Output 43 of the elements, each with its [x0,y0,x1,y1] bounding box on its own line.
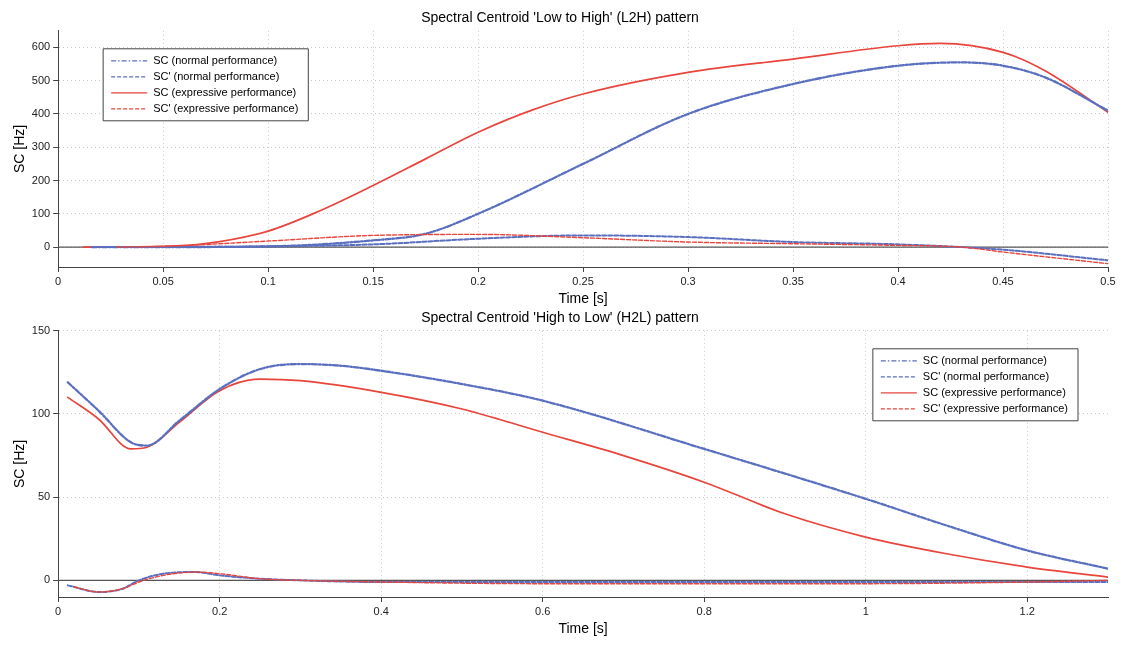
y-tick-label: 100 [31,407,51,420]
x-tick-label: 0.15 [362,274,384,287]
x-axis-title: Time [s] [558,620,608,637]
x-tick-label: 0.35 [782,274,804,287]
y-tick-label: 600 [31,40,51,53]
legend-label: SC (normal performance) [922,353,1047,366]
x-axis-title: Time [s] [558,290,608,307]
x-tick-label: 0.05 [152,274,174,287]
legend-label: SC (normal performance) [153,53,278,66]
x-tick-label: 1.2 [1019,604,1035,617]
chart-title: Spectral Centroid 'High to Low' (H2L) pattern [421,309,699,326]
x-tick-label: 0.4 [890,274,906,287]
x-tick-label: 0.8 [696,604,712,617]
y-tick-label: 0 [44,573,51,586]
x-tick-label: 1 [862,604,869,617]
x-tick-label: 0 [55,604,62,617]
legend-label: SC' (expressive performance) [153,101,299,114]
y-axis-title: SC [Hz] [11,124,28,174]
y-tick-label: 50 [37,490,51,503]
x-tick-label: 0.3 [680,274,696,287]
y-tick-label: 200 [31,173,51,186]
x-tick-label: 0.1 [260,274,276,287]
y-axis-title: SC [Hz] [11,439,28,489]
legend-label: SC' (expressive performance) [922,401,1069,414]
y-tick-label: 300 [31,140,51,153]
x-tick-label: 0.25 [572,274,594,287]
chart-title: Spectral Centroid 'Low to High' (L2H) pattern [421,9,699,26]
y-tick-label: 0 [44,240,51,253]
legend-label: SC (expressive performance) [153,85,297,98]
x-tick-label: 0.45 [992,274,1014,287]
y-tick-label: 150 [31,323,51,336]
legend-label: SC' (normal performance) [922,369,1050,382]
x-tick-label: 0.2 [212,604,228,617]
x-tick-label: 0 [55,274,62,287]
y-tick-label: 100 [31,206,51,219]
x-tick-label: 0.4 [373,604,389,617]
y-tick-label: 500 [31,73,51,86]
x-tick-label: 0.5 [1100,274,1116,287]
y-tick-label: 400 [31,107,51,119]
x-tick-label: 0.6 [535,604,551,617]
x-tick-label: 0.2 [470,274,486,287]
legend-label: SC' (normal performance) [153,69,280,82]
legend-label: SC (expressive performance) [922,385,1066,398]
